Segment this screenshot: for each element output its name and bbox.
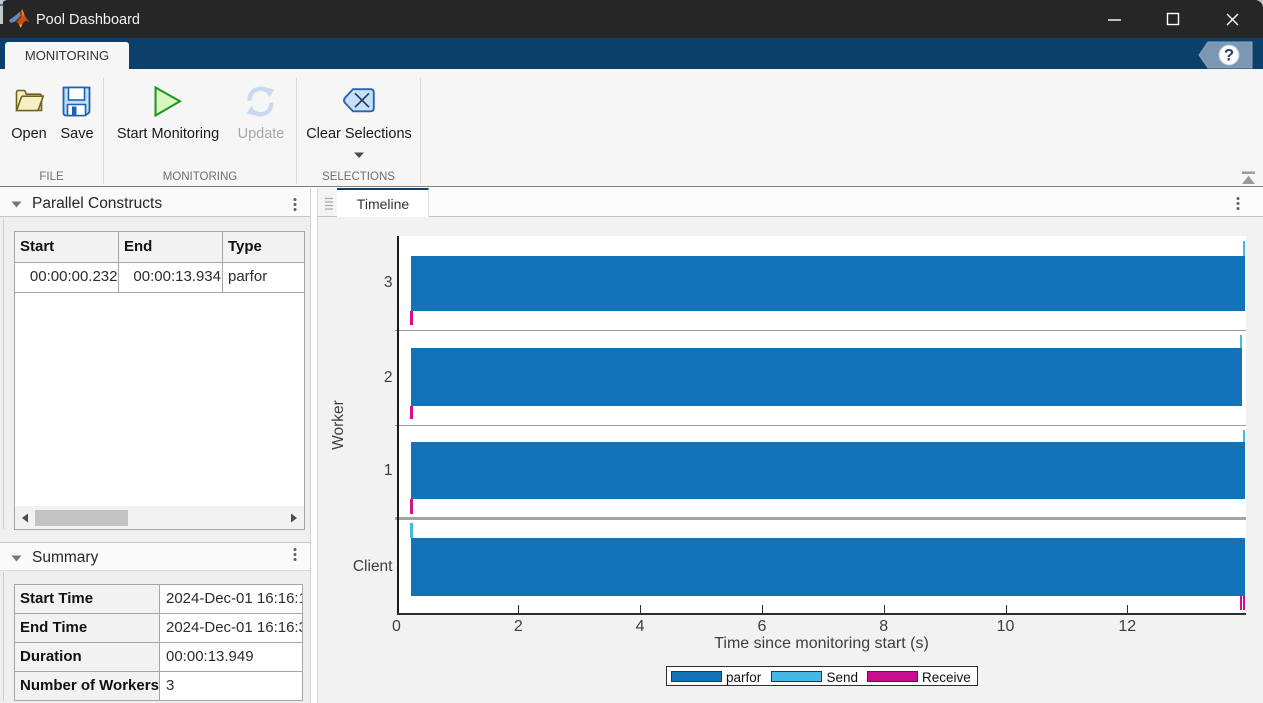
svg-text:?: ? bbox=[1224, 47, 1234, 65]
